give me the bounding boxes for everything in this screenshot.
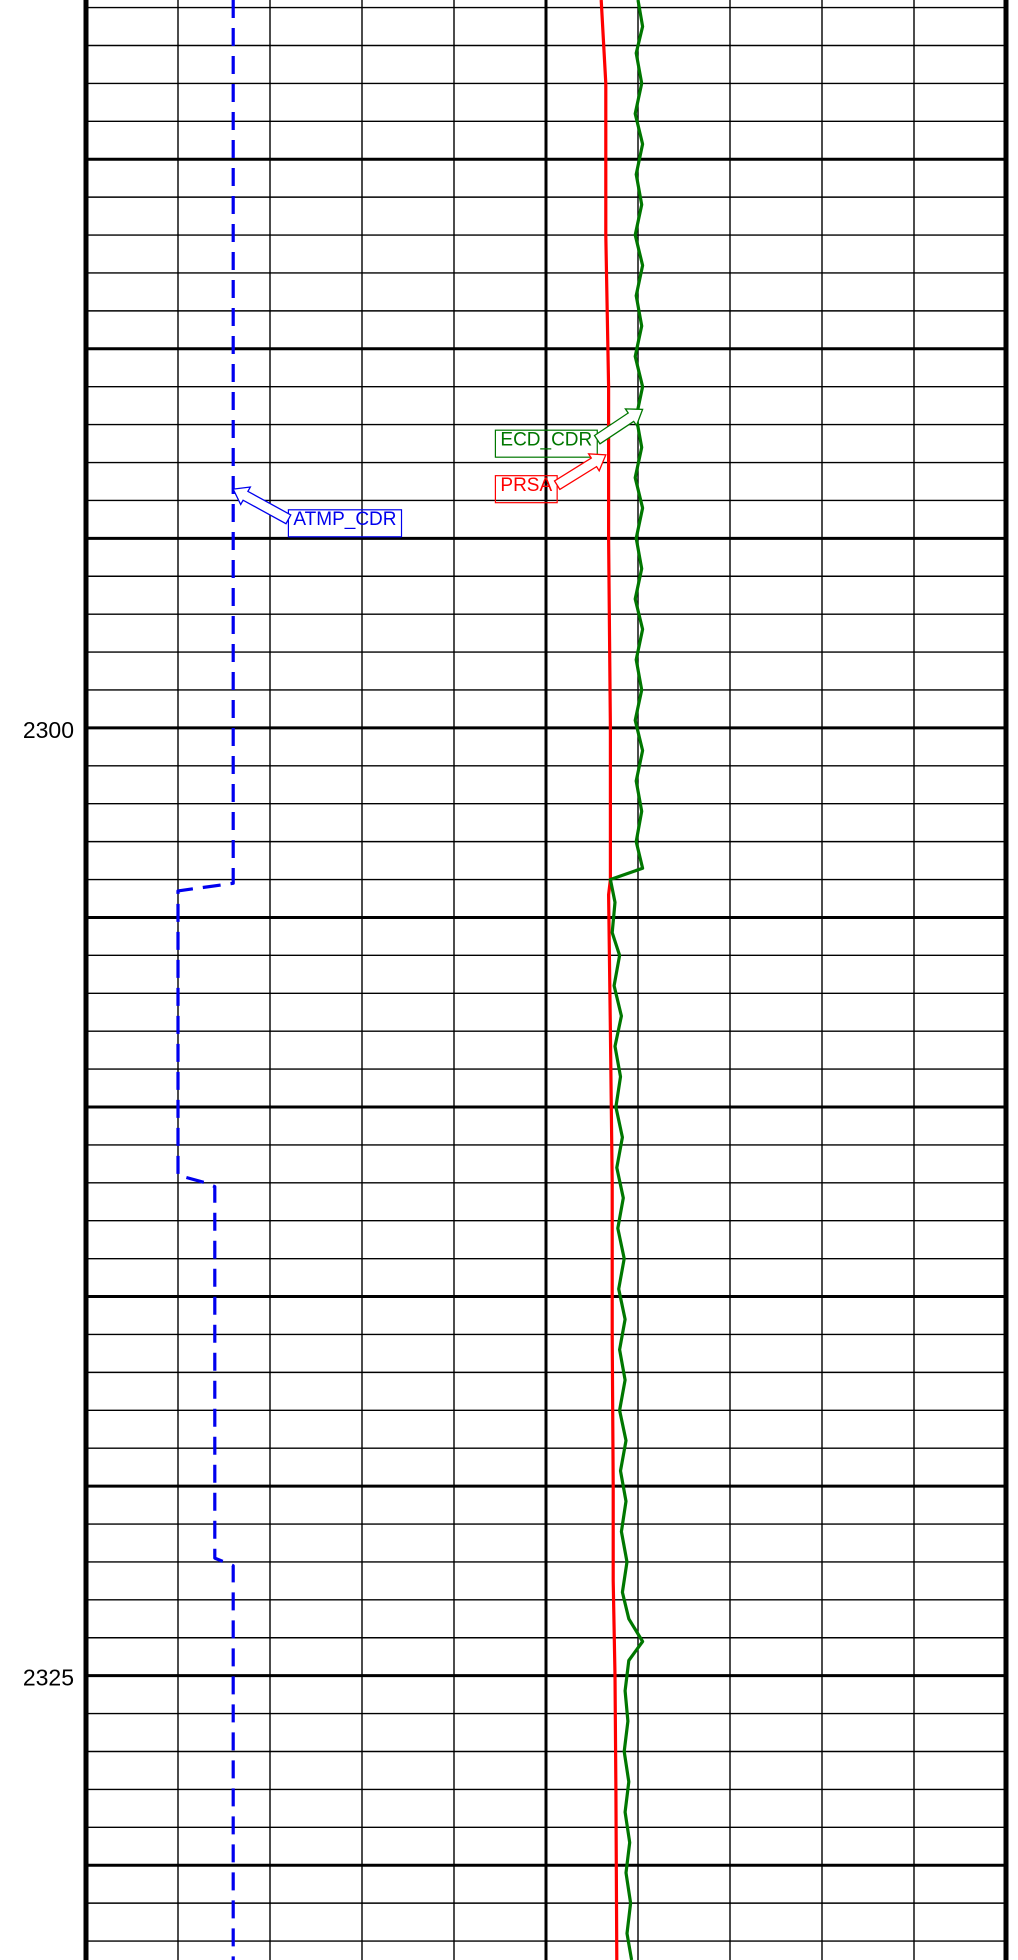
curve-label-text: ECD_CDR <box>500 429 592 450</box>
curve-prsa <box>599 0 619 1960</box>
curve-label-text: PRSA <box>500 475 552 496</box>
depth-tick-labels: 2300 2325 <box>23 717 74 1691</box>
curve-atmp-cdr <box>176 0 235 1960</box>
curve-label-arrow <box>593 408 644 445</box>
depth-tick-label: 2300 <box>23 717 74 743</box>
depth-tick-label: 2325 <box>23 1665 74 1691</box>
curve-labels: ECD_CDR PRSA ATMP_CDR <box>232 408 644 538</box>
curve-label-arrow <box>553 453 607 491</box>
grid <box>83 0 1009 1960</box>
label-prsa: PRSA <box>494 453 607 504</box>
curve-label-arrow <box>232 486 292 525</box>
curve-label-box <box>494 475 558 504</box>
curve-label-text: ATMP_CDR <box>293 509 396 530</box>
curve-ecd-cdr <box>608 0 645 1960</box>
curve-label-box <box>287 509 403 538</box>
label-ecd-cdr: ECD_CDR <box>494 408 644 458</box>
curve-label-box <box>494 429 598 458</box>
curves <box>176 0 645 1960</box>
label-atmp-cdr: ATMP_CDR <box>232 486 403 538</box>
